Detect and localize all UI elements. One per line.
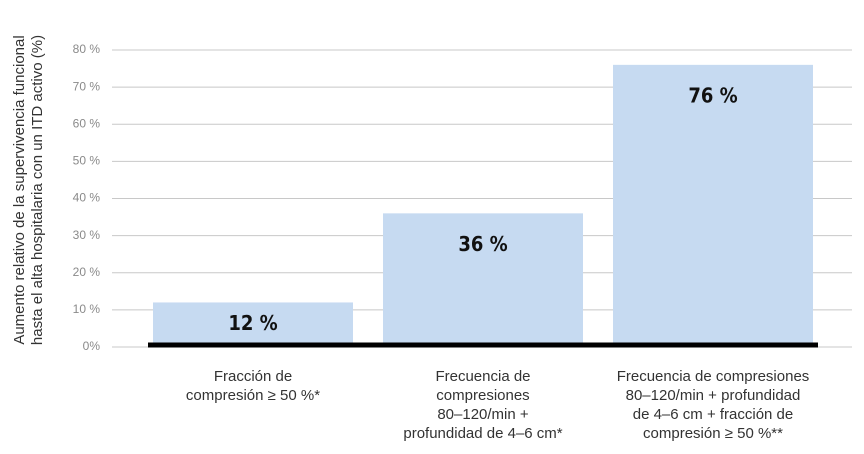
y-tick-label: 0% bbox=[83, 339, 101, 353]
y-tick-label: 70 % bbox=[73, 79, 101, 93]
x-tick-label: Fracción de bbox=[214, 368, 292, 385]
y-tick-label: 80 % bbox=[73, 42, 101, 56]
y-tick-label: 40 % bbox=[73, 191, 101, 205]
data-label: 12 % bbox=[228, 311, 277, 335]
data-label: 36 % bbox=[458, 232, 507, 256]
x-tick-label: profundidad de 4–6 cm* bbox=[403, 425, 562, 442]
y-axis-title: Aumento relativo de la supervivencia fun… bbox=[11, 35, 46, 345]
x-tick-label: 80–120/min + profundidad bbox=[626, 387, 801, 404]
x-tick-label: compresión ≥ 50 %** bbox=[643, 425, 783, 442]
data-label: 76 % bbox=[688, 83, 737, 107]
x-tick-label: compresiones bbox=[436, 387, 529, 404]
x-tick-label: compresión ≥ 50 %* bbox=[186, 387, 320, 404]
y-axis-title-line: Aumento relativo de la supervivencia fun… bbox=[11, 35, 28, 344]
x-tick-label: Frecuencia de bbox=[435, 368, 530, 385]
y-tick-label: 50 % bbox=[73, 154, 101, 168]
bar bbox=[613, 64, 813, 347]
bar bbox=[383, 213, 583, 347]
y-tick-label: 20 % bbox=[73, 265, 101, 279]
y-tick-label: 30 % bbox=[73, 228, 101, 242]
y-tick-label: 60 % bbox=[73, 116, 101, 130]
x-tick-label: 80–120/min + bbox=[437, 406, 529, 423]
x-tick-label: Frecuencia de compresiones bbox=[617, 368, 810, 385]
x-tick-label: de 4–6 cm + fracción de bbox=[633, 406, 794, 423]
y-axis-title-line: hasta el alta hospitalaria con un ITD ac… bbox=[29, 35, 46, 345]
y-tick-label: 10 % bbox=[73, 302, 101, 316]
bar bbox=[153, 302, 353, 347]
